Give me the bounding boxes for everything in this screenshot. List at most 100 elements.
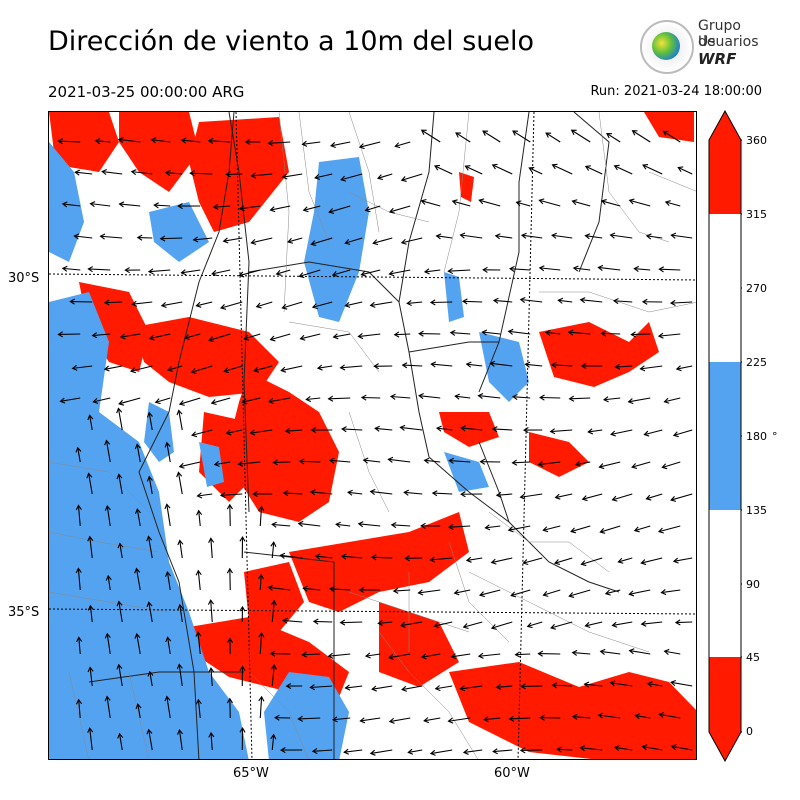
wind-arrow-head <box>528 166 535 173</box>
wind-arrow <box>271 542 275 559</box>
wind-arrow-head <box>358 143 365 150</box>
wind-arrow-head <box>270 733 277 740</box>
wind-arrow <box>238 461 261 465</box>
wind-arrow <box>220 301 243 309</box>
wind-arrow <box>673 557 693 562</box>
wind-arrow-head <box>435 233 442 240</box>
wind-arrow-head <box>423 457 430 464</box>
wind-arrow-head <box>584 165 591 171</box>
wind-arrow-head <box>454 393 460 400</box>
wind-arrow-head <box>252 490 258 498</box>
wind-arrow-head <box>420 129 427 135</box>
wind-arrow-head <box>75 567 82 574</box>
wind-arrow <box>678 167 693 175</box>
wind-arrow-head <box>309 684 316 691</box>
wind-arrow-head <box>574 460 581 467</box>
wind-arrow-head <box>71 364 78 371</box>
wind-arrow <box>424 269 441 273</box>
wind-arrow-head <box>134 632 141 639</box>
wind-arrow-head <box>433 622 440 629</box>
wind-arrow <box>512 396 531 399</box>
wind-arrow-head <box>600 330 607 337</box>
wind-arrow <box>74 235 93 239</box>
wind-arrow <box>285 429 303 432</box>
wind-arrow-head <box>269 335 276 342</box>
wind-arrow <box>555 493 573 499</box>
wind-arrow <box>484 717 501 721</box>
lon-label-65w: 65°W <box>233 766 269 781</box>
wind-arrow-head <box>477 652 484 659</box>
wind-arrow <box>552 234 573 239</box>
wind-arrow <box>268 141 291 144</box>
wind-arrow <box>271 734 275 751</box>
wind-arrow <box>612 621 633 626</box>
wind-arrow <box>220 493 243 496</box>
wind-arrow <box>430 749 453 755</box>
wind-arrow-head <box>609 232 616 239</box>
wind-arrow <box>448 269 471 272</box>
wind-arrow <box>585 235 603 239</box>
wind-arrow <box>136 509 141 527</box>
wind-arrow-head <box>492 297 499 304</box>
wind-arrow-head <box>369 301 376 308</box>
wind-arrow <box>418 589 441 594</box>
wind-arrow-head <box>369 488 376 495</box>
wind-arrow-head <box>455 132 462 138</box>
wind-arrow-head <box>344 301 351 308</box>
wind-arrow-head <box>510 591 517 598</box>
wind-arrow <box>276 269 291 275</box>
wind-arrow-head <box>494 233 501 240</box>
wind-arrow-head <box>331 270 338 277</box>
wind-arrow-head <box>539 714 545 721</box>
wind-arrow-head <box>657 332 664 339</box>
wind-arrow <box>628 397 651 403</box>
wind-arrow-head <box>568 395 575 402</box>
wind-arrow-head <box>373 363 379 370</box>
wind-arrow <box>451 653 471 658</box>
wind-arrow <box>104 301 123 304</box>
wind-arrow-head <box>556 746 562 753</box>
wind-arrow <box>120 333 141 338</box>
wind-arrow-head <box>329 586 335 593</box>
wind-arrow-head <box>550 623 557 630</box>
wind-arrow <box>370 749 393 754</box>
wind-arrow <box>569 397 591 400</box>
wind-arrow-head <box>491 426 498 433</box>
wind-arrow <box>77 568 81 591</box>
wind-arrow-head <box>549 428 556 435</box>
wind-arrow <box>197 570 201 591</box>
wind-arrow <box>92 333 111 337</box>
wind-arrow-head <box>604 589 611 596</box>
wind-arrow <box>550 429 573 433</box>
wind-arrow <box>618 557 633 563</box>
wind-arrow-head <box>672 557 679 564</box>
wind-arrow-head <box>670 232 677 239</box>
wind-arrow <box>635 714 651 719</box>
wind-arrow <box>421 129 441 143</box>
wind-arrow-head <box>103 299 110 306</box>
wind-arrow-head <box>92 397 99 404</box>
wind-arrow-head <box>537 461 544 468</box>
wind-arrow-head <box>674 619 681 626</box>
wind-arrow <box>543 525 561 531</box>
wind-arrow <box>166 442 171 463</box>
wind-arrow <box>520 298 543 303</box>
wind-arrow-head <box>279 552 286 559</box>
wind-arrow <box>601 332 621 335</box>
wind-arrow-head <box>524 361 531 368</box>
wind-arrow <box>270 333 291 341</box>
wind-arrow-head <box>146 411 153 418</box>
wind-arrow <box>490 362 513 367</box>
wind-arrow-head <box>117 136 124 143</box>
wind-arrow <box>641 557 663 564</box>
wind-arrow <box>388 458 411 463</box>
wind-arrow <box>665 201 681 207</box>
wind-arrow <box>400 621 423 627</box>
lon-label-60w: 60°W <box>494 766 530 781</box>
wind-arrow <box>538 461 561 466</box>
wind-arrow <box>615 365 633 368</box>
wind-arrow <box>358 523 381 527</box>
wind-arrow-head <box>553 559 560 565</box>
wind-arrow-head <box>670 744 677 751</box>
wind-arrow-head <box>388 717 395 724</box>
